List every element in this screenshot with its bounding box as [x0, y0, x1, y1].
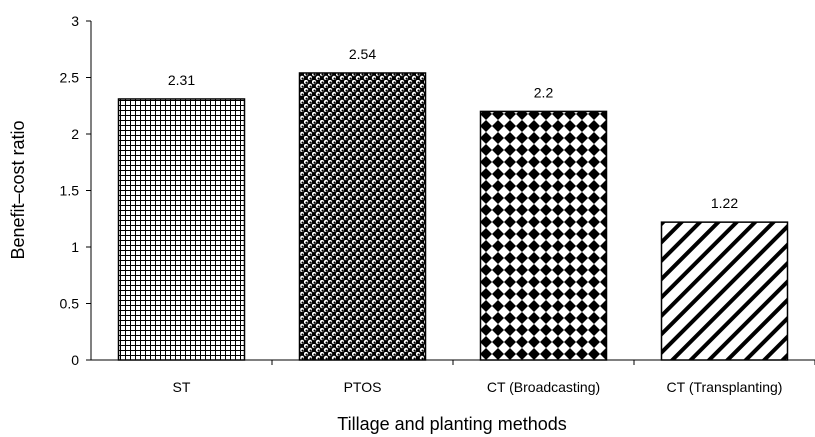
bars [117, 72, 789, 361]
data-label: 1.22 [711, 195, 738, 211]
y-tick-label: 0 [71, 352, 79, 368]
bar-ptos [298, 72, 427, 361]
y-tick-label: 2.5 [60, 70, 80, 86]
plot-area: 0 0.5 1 1.5 2 2.5 3 2.31 2.54 2.2 1.22 ST PTOS CT (… [60, 13, 815, 395]
data-label: 2.31 [168, 72, 195, 88]
data-label: 2.54 [349, 46, 376, 62]
data-label: 2.2 [534, 84, 554, 100]
x-axis-ticks [271, 360, 815, 365]
bar-st [117, 98, 246, 361]
x-tick-labels: ST PTOS CT (Broadcasting) CT (Transplanting… [173, 379, 783, 395]
y-axis-title: Benefit–cost ratio [8, 120, 28, 259]
x-tick-label: ST [173, 379, 191, 395]
x-tick-label: CT (Transplanting) [667, 379, 783, 395]
y-tick-label: 2 [71, 126, 79, 142]
data-labels: 2.31 2.54 2.2 1.22 [168, 46, 738, 211]
y-tick-label: 0.5 [60, 296, 80, 312]
y-tick-label: 1.5 [60, 183, 80, 199]
y-tick-label: 1 [71, 239, 79, 255]
y-tick-label: 3 [71, 13, 79, 29]
bar-ct-broadcasting [479, 110, 608, 361]
x-axis-title: Tillage and planting methods [337, 414, 566, 434]
y-axis-ticks: 0 0.5 1 1.5 2 2.5 3 [60, 13, 91, 368]
x-tick-label: CT (Broadcasting) [487, 379, 600, 395]
x-tick-label: PTOS [344, 379, 382, 395]
bar-ct-transplanting [660, 221, 789, 361]
